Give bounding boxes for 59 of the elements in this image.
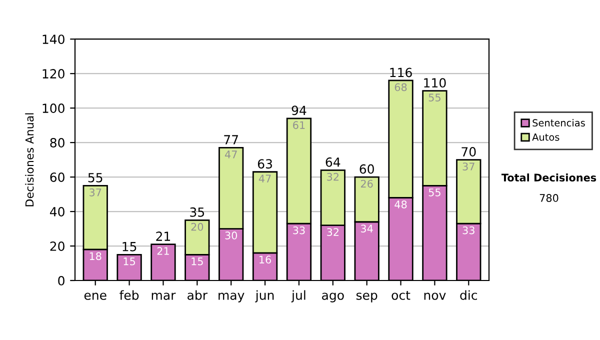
x-tick-label: dic xyxy=(460,290,478,300)
data-label: 48 xyxy=(394,200,407,208)
data-label: 32 xyxy=(327,228,338,236)
total-label: 116 xyxy=(390,68,412,78)
data-label: 68 xyxy=(394,83,407,92)
y-tick-label: 20 xyxy=(50,241,64,251)
y-axis-title: Decisiones Anual xyxy=(25,113,34,206)
total-label: 64 xyxy=(326,157,340,167)
y-tick-label: 80 xyxy=(50,138,64,148)
text: Total Decisiones xyxy=(501,173,596,182)
total-label: 35 xyxy=(190,207,204,217)
x-tick-label: ago xyxy=(322,292,344,302)
x-tick-label: nov xyxy=(424,292,446,300)
legend-label: Sentencias xyxy=(532,118,585,127)
total-label: 94 xyxy=(292,106,306,116)
y-tick-label: 60 xyxy=(50,172,64,182)
total-label: 77 xyxy=(224,135,238,144)
data-label: 33 xyxy=(462,226,474,234)
x-tick-label: oct xyxy=(392,290,410,300)
total-label: 110 xyxy=(424,78,446,88)
text: 780 xyxy=(540,194,558,202)
x-tick-label: sep xyxy=(356,292,378,302)
total-label: 70 xyxy=(462,147,476,157)
x-tick-label: jun xyxy=(255,290,274,302)
data-label: 55 xyxy=(428,94,440,102)
x-tick-label: mar xyxy=(152,292,176,300)
x-tick-label: jul xyxy=(291,290,306,302)
x-tick-label: feb xyxy=(120,290,139,300)
total-label: 63 xyxy=(258,159,272,169)
x-tick-label: may xyxy=(218,292,244,302)
data-label: 34 xyxy=(361,224,373,233)
data-label: 20 xyxy=(191,222,204,231)
data-label: 33 xyxy=(293,226,305,234)
data-label: 37 xyxy=(90,188,102,196)
total-label: 60 xyxy=(360,164,374,174)
data-label: 30 xyxy=(225,232,238,240)
x-tick-label: abr xyxy=(188,290,208,300)
y-tick-label: 140 xyxy=(42,34,64,44)
total-label: 15 xyxy=(122,242,136,252)
x-tick-label: ene xyxy=(84,292,106,300)
data-label: 16 xyxy=(260,256,272,264)
data-label: 61 xyxy=(293,121,305,130)
total-label: 21 xyxy=(156,232,170,241)
data-label: 18 xyxy=(90,252,102,260)
data-label: 26 xyxy=(360,180,373,188)
data-label: 15 xyxy=(124,258,136,266)
y-tick-label: 40 xyxy=(50,207,64,216)
data-label: 37 xyxy=(462,162,474,170)
y-tick-label: 120 xyxy=(42,69,64,79)
data-label: 47 xyxy=(224,150,237,158)
data-label: 55 xyxy=(428,188,440,196)
y-tick-label: 100 xyxy=(42,104,64,113)
total-label: 55 xyxy=(88,173,102,182)
data-label: 47 xyxy=(258,174,271,182)
data-label: 15 xyxy=(192,258,203,266)
y-tick-label: 0 xyxy=(58,276,64,286)
legend-label: Autos xyxy=(532,134,560,141)
data-label: 32 xyxy=(327,172,338,181)
data-label: 21 xyxy=(157,247,169,255)
